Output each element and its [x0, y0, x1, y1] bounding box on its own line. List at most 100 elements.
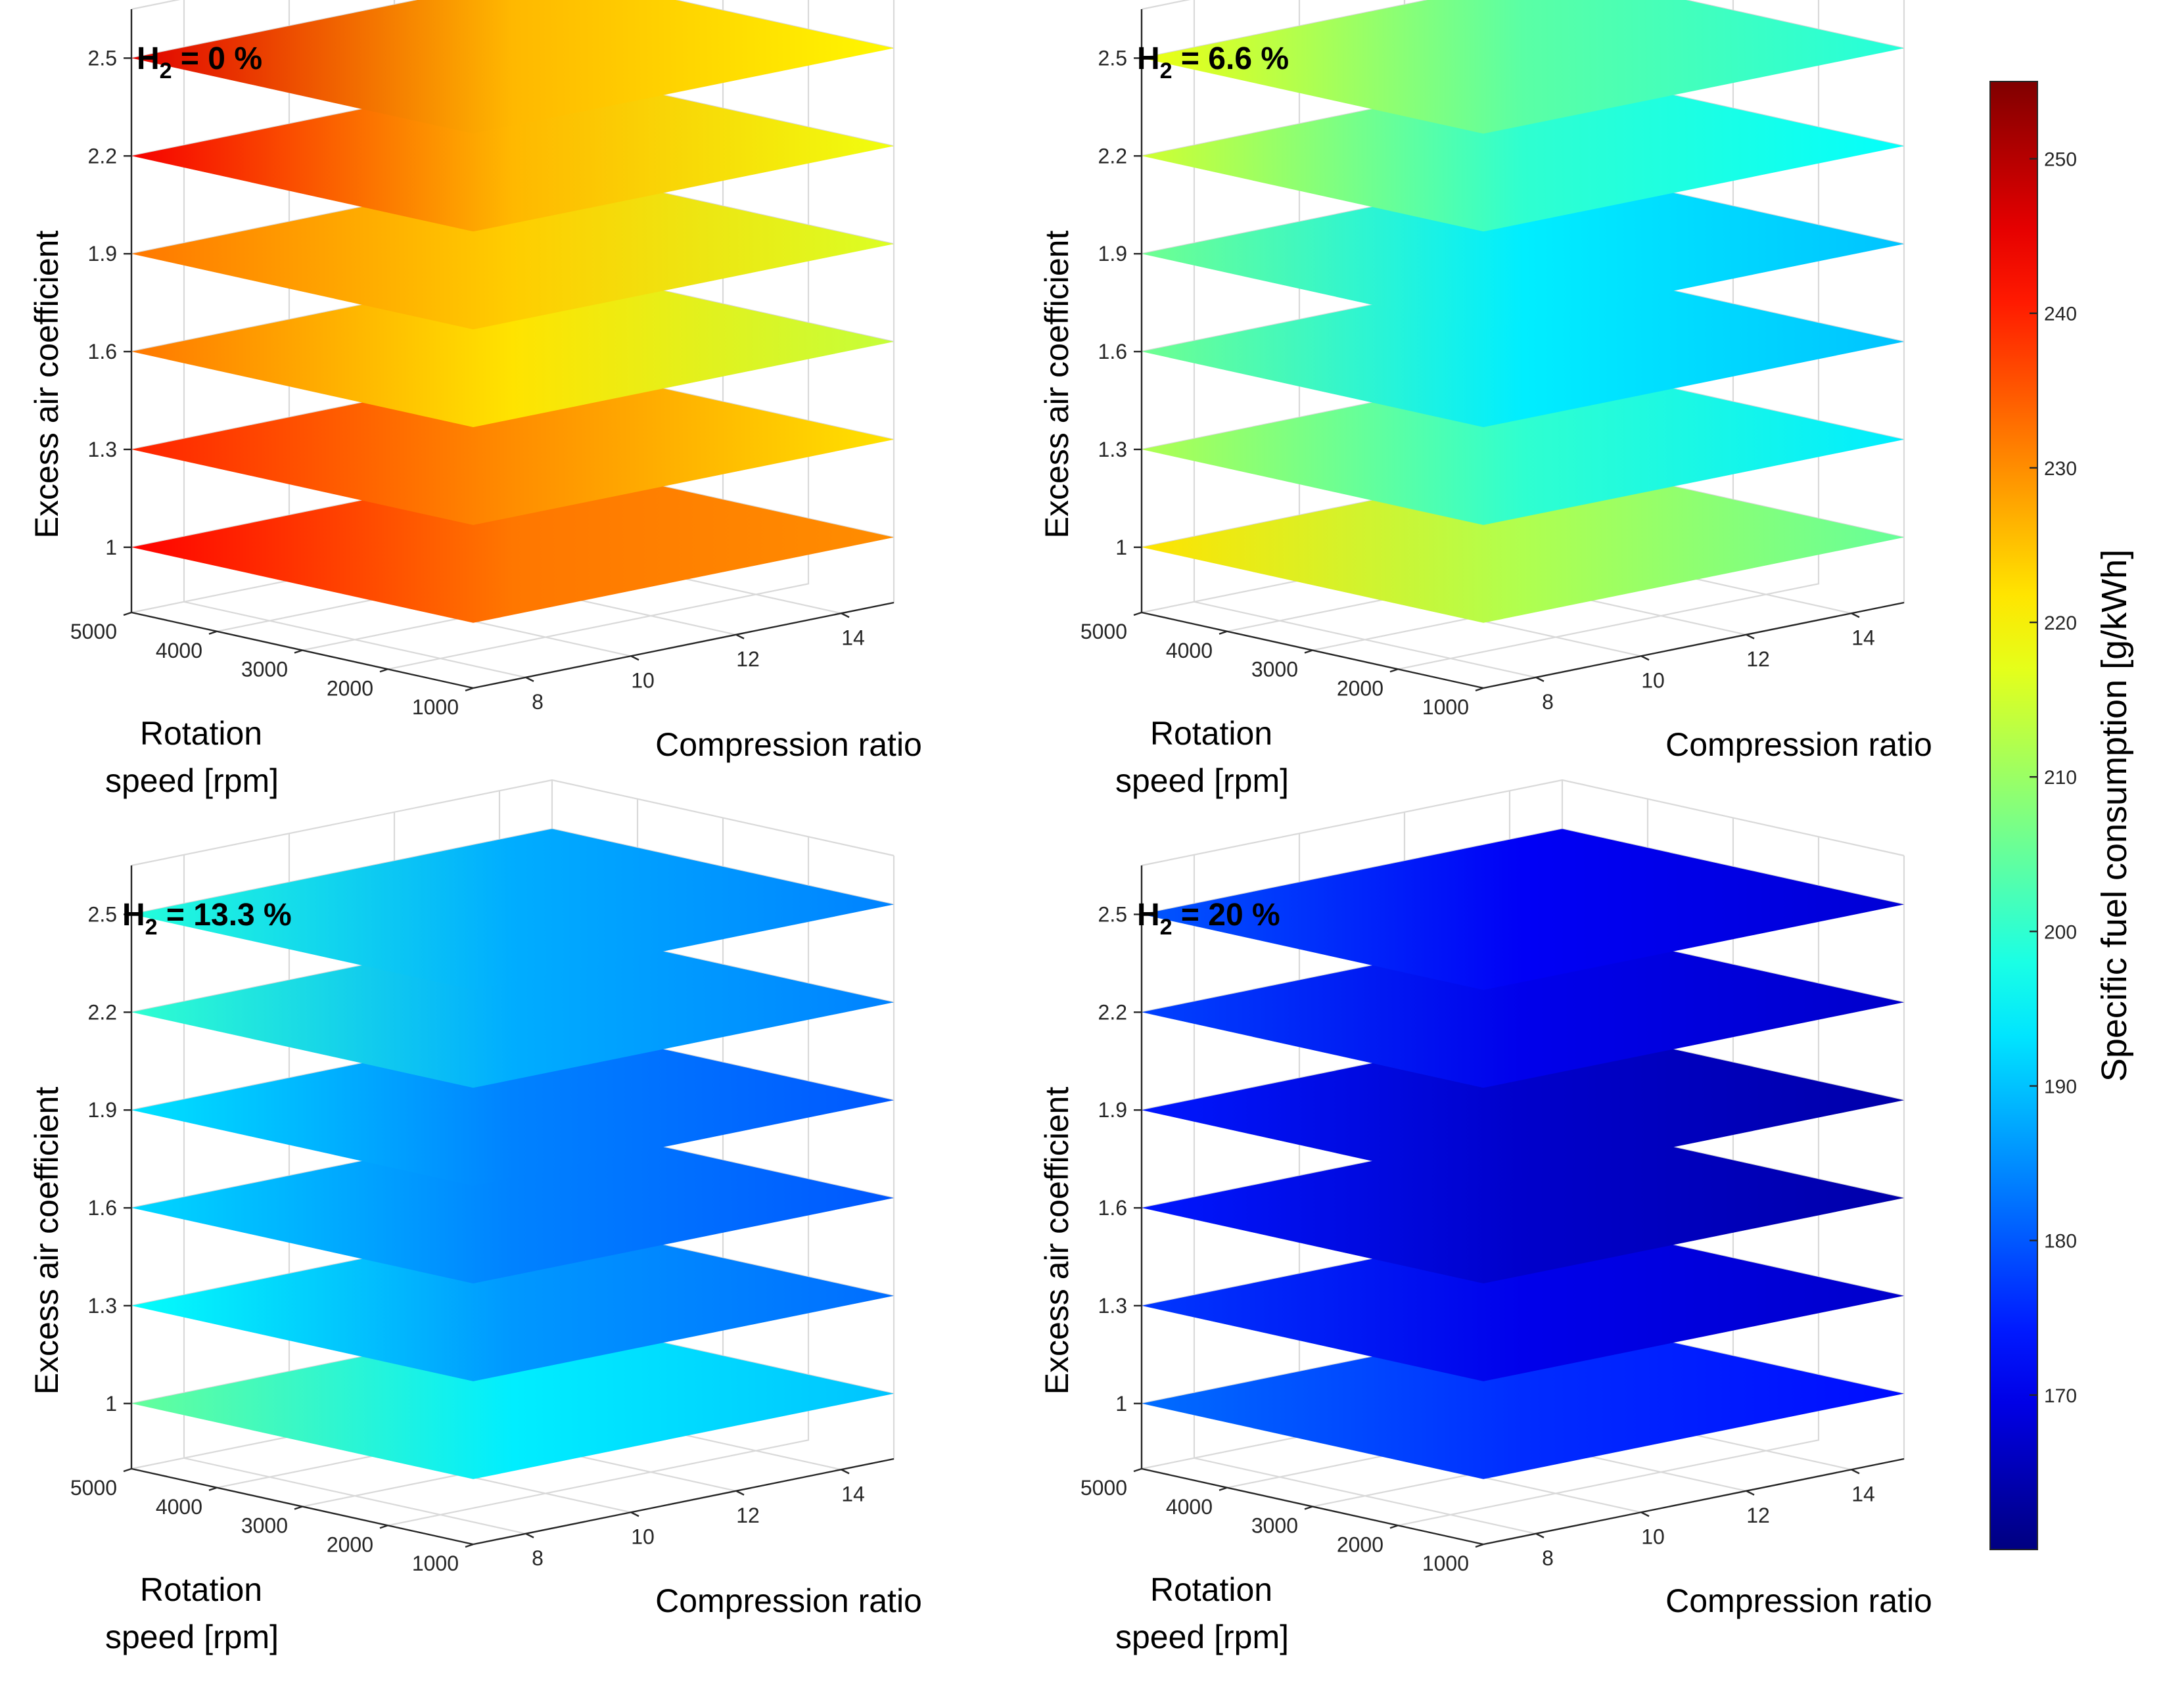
x-axis-line	[1483, 601, 1905, 689]
x-tick-label: 14	[1851, 1482, 1875, 1506]
z-tick-label: 1.3	[1098, 438, 1127, 461]
x-tick	[1746, 1490, 1755, 1496]
z-tick-label: 1	[105, 1392, 117, 1416]
x-tick	[1746, 633, 1755, 639]
surface-slice	[131, 1220, 894, 1381]
y-tick-label: 2000	[1337, 676, 1383, 700]
y-tick	[1475, 1543, 1484, 1548]
y-tick-label: 3000	[1251, 658, 1298, 681]
y-tick	[1389, 668, 1399, 673]
surface-slice	[131, 0, 894, 134]
surface-slice	[131, 1122, 894, 1283]
colorbar-tick-label: 220	[2044, 612, 2077, 634]
colorbar-ticks: 170 180 190 200 210 220 230 240 250	[2030, 149, 2077, 1407]
x-tick	[525, 676, 534, 682]
surface-slice	[131, 266, 894, 427]
z-axis-title: Excess air coefficient	[1038, 231, 1075, 539]
x-tick-label: 12	[736, 647, 760, 671]
x-tick-label: 8	[532, 690, 544, 714]
surface-slice	[131, 70, 894, 232]
x-tick-label: 14	[841, 626, 865, 649]
z-tick-label: 2.2	[88, 1000, 117, 1024]
box-edge	[1141, 779, 1905, 867]
surface-slice	[1142, 0, 1904, 134]
x-tick	[525, 1532, 534, 1538]
z-tick-label: 2.5	[1098, 902, 1127, 926]
z-tick-label: 1.9	[1098, 1098, 1127, 1122]
y-axis-title-line2: speed [rpm]	[1115, 762, 1289, 799]
y-tick-label: 2000	[327, 1532, 373, 1556]
panel-title: H2 = 0 %	[137, 41, 262, 83]
y-tick	[379, 1525, 388, 1529]
x-tick-label: 10	[631, 668, 655, 692]
surface-slice	[1142, 1025, 1904, 1186]
x-tick	[1640, 655, 1650, 661]
surface-slice	[131, 927, 894, 1088]
y-tick	[123, 611, 132, 616]
x-tick-label: 14	[841, 1482, 865, 1506]
colorbar: 170 180 190 200 210 220 230 240 250 Specific fue…	[1989, 81, 2134, 1550]
y-axis-title-line1: Rotation	[1150, 715, 1272, 752]
x-tick-label: 10	[1641, 668, 1665, 692]
surface-slice	[1142, 1220, 1904, 1381]
surface-slice	[1142, 1318, 1904, 1479]
panel-h2-20: 8 10 12 14 5000 4000 3000 2000 1000 1 1.3 1.6 1.9 2.2…	[1038, 779, 1932, 1655]
z-tick-label: 1	[1115, 1392, 1127, 1416]
z-axis-title: Excess air coefficient	[28, 1087, 65, 1395]
colorbar-tick-label: 230	[2044, 458, 2077, 480]
colorbar-tick-label: 240	[2044, 304, 2077, 325]
x-tick-label: 8	[532, 1546, 544, 1570]
colorbar-tick-label: 200	[2044, 921, 2077, 943]
x-axis-line	[1483, 1458, 1905, 1546]
z-tick-label: 1.9	[88, 242, 117, 265]
z-tick-label: 1.6	[88, 1196, 117, 1220]
surface-slice	[131, 168, 894, 330]
x-axis-title: Compression ratio	[1665, 1582, 1932, 1619]
y-axis-title-line2: speed [rpm]	[1115, 1619, 1289, 1655]
y-tick	[294, 649, 303, 654]
y-tick	[1389, 1525, 1399, 1529]
z-tick-label: 1.9	[88, 1098, 117, 1122]
colorbar-tick-label: 190	[2044, 1076, 2077, 1098]
box-edge	[131, 779, 895, 867]
panel-h2-6-6: 8 10 12 14 5000 4000 3000 2000 1000 1 1.3 1.6 1.9 2.2…	[1038, 0, 1932, 799]
y-tick	[1219, 1486, 1228, 1491]
y-tick	[1304, 1506, 1313, 1510]
colorbar-tick-label: 180	[2044, 1231, 2077, 1253]
y-tick-label: 5000	[1080, 1476, 1127, 1500]
x-tick	[1851, 612, 1860, 618]
surface-slice	[1142, 70, 1904, 232]
y-tick	[123, 1467, 132, 1473]
surface-slice	[1142, 363, 1904, 525]
z-tick-label: 1.6	[1098, 1196, 1127, 1220]
y-gridline	[1397, 837, 1820, 1527]
z-tick-label: 1.6	[88, 340, 117, 363]
y-axis-title-line1: Rotation	[140, 715, 262, 752]
surface-slice	[1142, 829, 1904, 990]
y-tick	[294, 1506, 303, 1510]
panel-title: H2 = 6.6 %	[1137, 41, 1289, 83]
x-axis-line	[473, 1458, 895, 1546]
x-tick-label: 12	[736, 1504, 760, 1527]
z-tick-label: 1.3	[88, 1294, 117, 1318]
y-tick-label: 5000	[70, 620, 117, 643]
x-tick-label: 10	[631, 1525, 655, 1548]
z-tick-label: 2.5	[1098, 46, 1127, 70]
y-gridline	[387, 837, 810, 1527]
y-axis-title-line2: speed [rpm]	[105, 762, 279, 799]
y-gridline	[1397, 0, 1820, 670]
x-tick	[1535, 676, 1545, 682]
panel-h2-0: 8 10 12 14 5000 4000 3000 2000 1000 1 1.3 1.6 1.9 2.2…	[28, 0, 922, 799]
y-tick-label: 1000	[412, 695, 459, 719]
axes-3d: 8 10 12 14 5000 4000 3000 2000 1000 1 1.3 1.6 1.9 2.2…	[70, 779, 895, 1575]
y-tick	[465, 687, 474, 692]
panel-title: H2 = 13.3 %	[122, 898, 292, 940]
panel-title: H2 = 20 %	[1137, 898, 1280, 940]
surface-slice	[1142, 266, 1904, 427]
y-tick-label: 4000	[1166, 639, 1213, 662]
y-tick-label: 1000	[1422, 1552, 1469, 1575]
z-axis-title: Excess air coefficient	[1038, 1087, 1075, 1395]
x-tick	[1851, 1469, 1860, 1475]
y-axis-title-line1: Rotation	[140, 1571, 262, 1608]
